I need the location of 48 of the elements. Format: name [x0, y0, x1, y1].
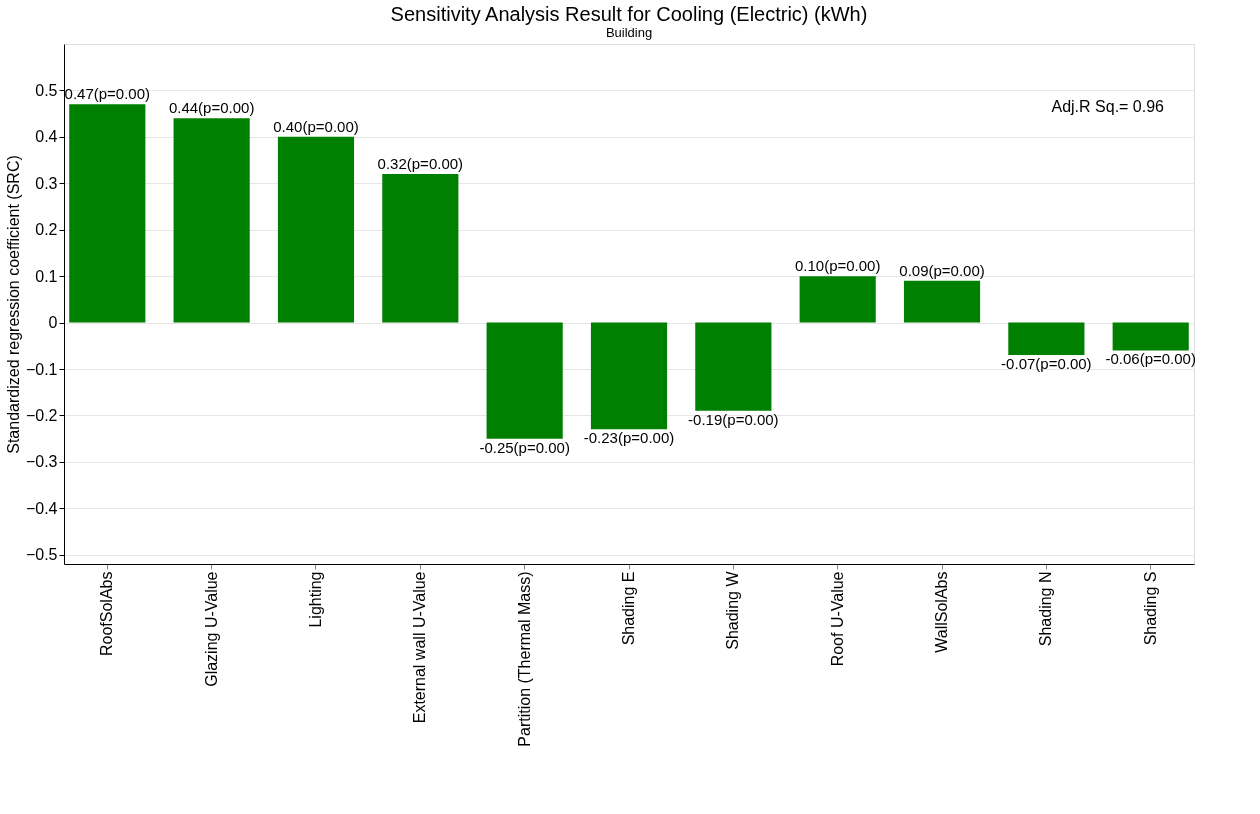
data-label: -0.25(p=0.00) — [479, 438, 570, 456]
bar — [69, 104, 146, 323]
chart-subtitle: Building — [605, 25, 653, 40]
x-tick-label: RoofSolAbs — [98, 571, 116, 656]
annotation: Adj.R Sq.= 0.96 — [1051, 98, 1165, 115]
bar — [799, 276, 876, 323]
x-tick-label: Roof U-Value — [828, 571, 846, 667]
y-tick-label: 0.4 — [35, 128, 58, 146]
x-tick-label: Shading S — [1141, 571, 1159, 646]
chart-title: Sensitivity Analysis Result for Cooling (Electric) (kWh) — [390, 3, 868, 25]
y-tick-label: 0 — [48, 314, 58, 332]
y-tick-label: −0.4 — [25, 499, 58, 517]
bar — [382, 174, 459, 323]
bar — [486, 322, 563, 439]
x-tick-label: External wall U-Value — [411, 571, 429, 724]
x-tick-label: Shading W — [724, 570, 742, 650]
y-tick-label: 0.3 — [35, 174, 58, 192]
x-tick-label: Glazing U-Value — [202, 571, 220, 687]
y-tick-label: −0.5 — [25, 546, 58, 564]
y-tick-label: −0.1 — [25, 360, 58, 378]
x-tick-label: Shading N — [1037, 571, 1055, 647]
data-label: 0.09(p=0.00) — [899, 261, 985, 279]
bar — [903, 280, 981, 323]
y-tick-label: −0.2 — [25, 406, 58, 424]
x-tick-label: Lighting — [306, 571, 324, 628]
data-label: 0.32(p=0.00) — [377, 155, 464, 172]
y-tick-label: −0.3 — [25, 453, 58, 471]
x-tick-label: WallSolAbs — [933, 571, 951, 653]
x-tick-label: Shading E — [620, 571, 637, 646]
data-label: 0.47(p=0.00) — [64, 85, 151, 103]
bar — [590, 322, 668, 430]
y-tick-label: 0.5 — [35, 81, 58, 99]
y-tick-label: 0.1 — [35, 267, 58, 285]
y-tick-label: 0.2 — [35, 221, 58, 239]
data-label: 0.40(p=0.00) — [273, 117, 359, 135]
data-label: 0.10(p=0.00) — [794, 257, 881, 275]
data-label: -0.19(p=0.00) — [688, 410, 779, 428]
bar — [1112, 322, 1189, 351]
bar — [277, 136, 355, 323]
bar — [173, 118, 250, 323]
data-label: -0.06(p=0.00) — [1105, 350, 1196, 368]
data-label: 0.44(p=0.00) — [168, 99, 255, 117]
data-label: -0.07(p=0.00) — [1001, 355, 1092, 373]
bar — [1008, 322, 1085, 356]
data-label: -0.23(p=0.00) — [583, 429, 675, 447]
bar — [695, 322, 772, 411]
x-tick-label: Partition (Thermal Mass) — [515, 571, 533, 747]
y-axis-title: Standardized regression coefficient (SRC) — [4, 155, 22, 454]
